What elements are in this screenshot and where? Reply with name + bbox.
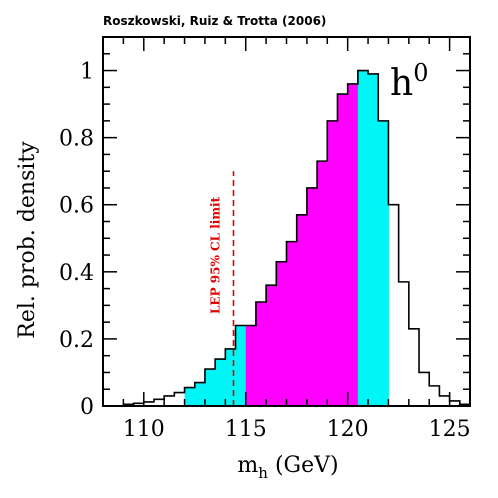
histogram-bin-fill	[368, 73, 379, 407]
histogram-bin-fill	[184, 387, 196, 406]
histogram-bin-fill	[378, 120, 389, 406]
histogram-bin-fill	[245, 325, 257, 406]
particle-label: h0	[390, 59, 428, 104]
y-tick-label: 0.2	[59, 328, 94, 353]
axis-ticks: 110 115 120 125 0 0.2 0.4 0.6 0.8 1	[59, 36, 471, 442]
histogram-bin-fill	[327, 120, 338, 406]
histogram-bin-fill	[204, 369, 216, 406]
x-tick-label: 115	[225, 417, 267, 442]
lep-limit-label: LEP 95% CL limit	[208, 196, 222, 314]
x-tick-label: 110	[123, 417, 165, 442]
histogram-bin-fill	[337, 94, 349, 406]
y-axis-label: Rel. prob. density	[15, 141, 40, 339]
credit-text: Roszkowski, Ruiz & Trotta (2006)	[103, 14, 326, 28]
histogram-bin-fill	[306, 187, 318, 406]
plot-frame	[102, 36, 471, 407]
y-tick-label: 1	[80, 60, 94, 85]
histogram-outline	[113, 69, 471, 407]
histogram-bin-fill	[235, 325, 247, 406]
histogram-bin-fill	[276, 261, 287, 406]
y-tick-label: 0.6	[59, 194, 94, 219]
histogram-bin-fill	[347, 83, 359, 407]
histogram-bin-fill	[317, 161, 328, 406]
histogram-bin-fill	[255, 302, 267, 406]
histogram-bin-fill	[296, 214, 308, 406]
histogram-bin-fill	[194, 382, 206, 406]
x-tick-label: 125	[429, 417, 471, 442]
histogram-bin-fill	[266, 285, 277, 406]
shaded-regions	[184, 70, 389, 407]
x-axis-label: mh (GeV)	[237, 453, 338, 482]
histogram-bin-fill	[357, 70, 369, 406]
x-tick-label: 120	[327, 417, 369, 442]
y-tick-label: 0.8	[59, 127, 94, 152]
y-tick-label: 0.4	[59, 261, 94, 286]
histogram-bin-fill	[215, 359, 226, 406]
y-tick-label: 0	[80, 395, 94, 420]
histogram-bin-fill	[225, 348, 237, 406]
histogram-bin-fill	[286, 241, 298, 406]
